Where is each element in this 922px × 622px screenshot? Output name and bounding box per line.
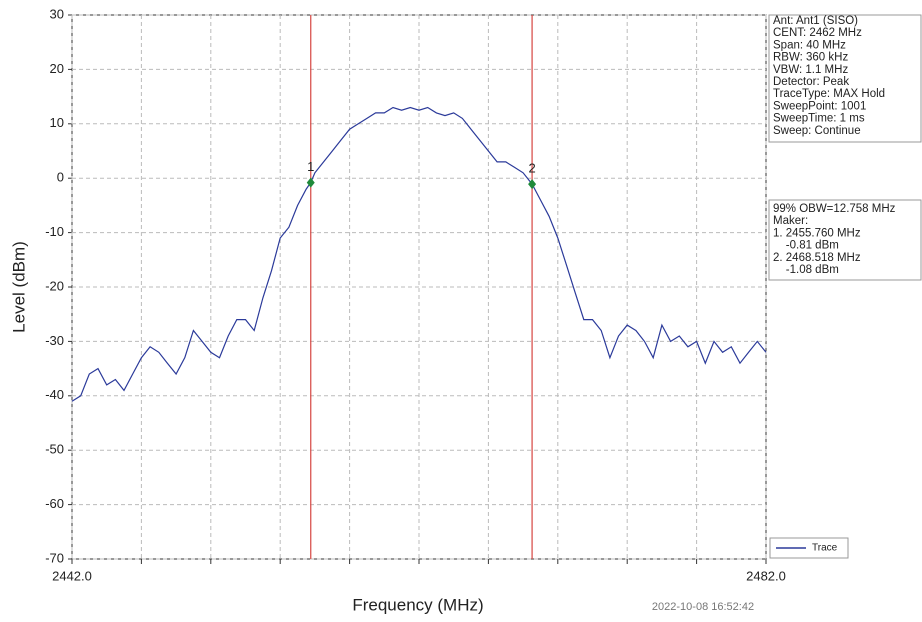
y-tick-label: -50 (45, 442, 64, 457)
info-text: Span: 40 MHz (773, 39, 846, 51)
info-text: RBW: 360 kHz (773, 52, 848, 64)
legend-label: Trace (812, 543, 838, 554)
y-tick-label: 30 (50, 6, 64, 21)
marker-info-text: Maker: (773, 215, 808, 227)
y-tick-label: -10 (45, 224, 64, 239)
x-tick-label: 2442.0 (52, 568, 92, 583)
y-tick-label: -20 (45, 278, 64, 293)
marker-info-text: 1. 2455.760 MHz (773, 227, 861, 239)
marker-label: 2 (528, 161, 535, 176)
info-text: SweepTime: 1 ms (773, 113, 865, 125)
marker-point (528, 179, 537, 190)
marker-label: 1 (307, 159, 314, 174)
marker-info-text: 2. 2468.518 MHz (773, 252, 861, 264)
x-axis-label: Frequency (MHz) (352, 595, 483, 614)
marker-box (768, 199, 922, 281)
y-tick-label: 0 (57, 170, 64, 185)
y-tick-label: 20 (50, 61, 64, 76)
info-text: VBW: 1.1 MHz (773, 64, 848, 76)
y-tick-label: -40 (45, 387, 64, 402)
marker-info-text: -1.08 dBm (773, 264, 839, 276)
marker-point (306, 177, 315, 188)
marker-info-text: 99% OBW=12.758 MHz (773, 203, 896, 215)
info-text: Sweep: Continue (773, 125, 861, 137)
y-tick-label: -30 (45, 333, 64, 348)
y-tick-label: -70 (45, 550, 64, 565)
info-text: TraceType: MAX Hold (773, 88, 885, 100)
y-tick-label: -60 (45, 496, 64, 511)
info-text: SweepPoint: 1001 (773, 100, 866, 112)
x-tick-label: 2482.0 (746, 568, 786, 583)
legend (769, 537, 849, 559)
info-text: CENT: 2462 MHz (773, 27, 862, 39)
info-box (768, 14, 922, 143)
info-text: Ant: Ant1 (SISO) (773, 15, 858, 27)
info-text: Detector: Peak (773, 76, 849, 88)
y-axis-label: Level (dBm) (9, 241, 28, 333)
timestamp: 2022-10-08 16:52:42 (652, 601, 754, 613)
marker-info-text: -0.81 dBm (773, 240, 839, 252)
y-tick-label: 10 (50, 115, 64, 130)
trace-line (71, 106, 767, 402)
